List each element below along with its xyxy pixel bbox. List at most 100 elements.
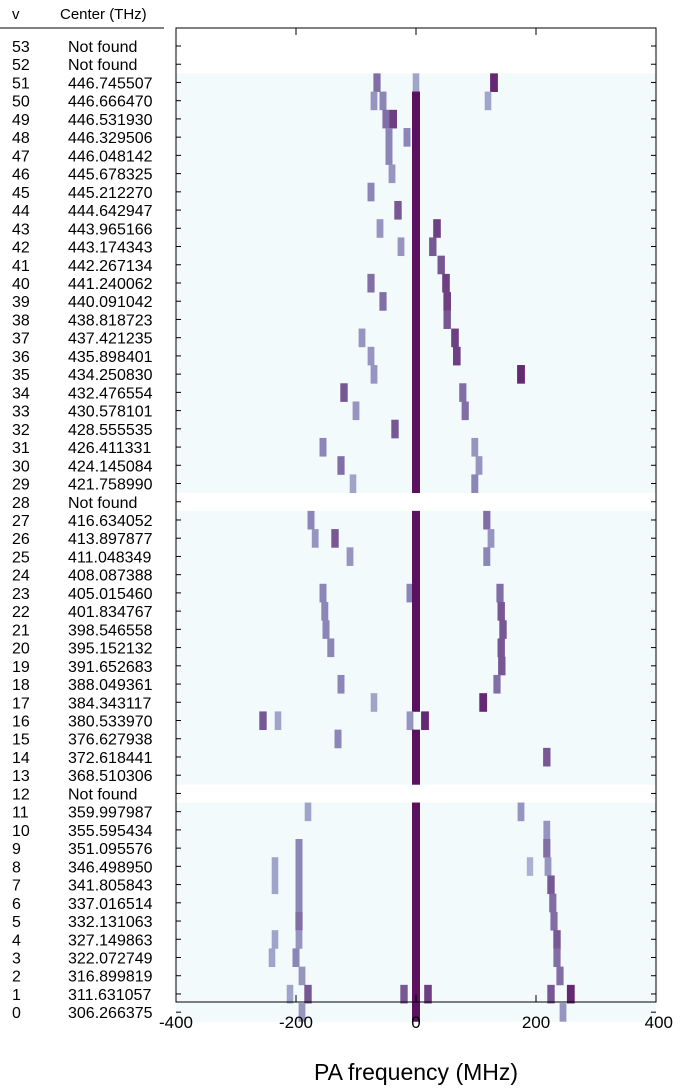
peak-mark [453,346,461,366]
peak-mark [295,911,303,931]
row-center-label: 428.555535 [68,422,153,439]
peak-mark [295,875,303,895]
peak-mark [550,911,558,931]
peak-mark [493,674,501,694]
row-v-label: 7 [12,878,21,895]
row-v-label: 9 [12,841,21,858]
row-v-label: 2 [12,969,21,986]
peak-mark [295,839,303,858]
peak-mark [412,346,420,366]
row-v-label: 51 [12,75,30,92]
row-v-label: 43 [12,221,30,238]
peak-mark [322,620,330,639]
row-center-label: 346.498950 [68,859,153,876]
peak-mark [483,547,491,566]
peak-mark [385,146,393,165]
row-center-label: 444.642947 [68,203,153,220]
peak-mark [295,893,303,913]
peak-mark [559,1003,567,1022]
row-center-label: 445.678325 [68,167,153,184]
peak-mark [412,638,420,658]
peak-mark [497,638,505,658]
peak-mark [271,930,279,949]
table-headers: v Center (THz) [12,6,147,23]
peak-mark [274,711,282,731]
row-center-label: 405.015460 [68,586,153,603]
row-center-label: 408.087388 [68,568,153,585]
row-v-label: 28 [12,495,30,512]
peak-mark [286,984,294,1004]
row-center-label: 430.578101 [68,404,153,421]
peak-mark [412,200,420,220]
peak-mark [319,437,327,457]
row-center-label: 322.072749 [68,951,153,968]
peak-mark [471,474,479,494]
peak-mark [412,91,420,111]
peak-mark [400,984,408,1004]
peak-mark [319,583,327,603]
peak-mark [412,365,420,384]
row-v-label: 5 [12,914,21,931]
row-v-label: 48 [12,130,30,147]
row-center-label: 435.898401 [68,349,153,366]
peak-mark [412,474,420,494]
peak-mark [295,857,303,876]
row-center-label: 355.595434 [68,823,153,840]
peak-mark [304,802,312,822]
plot-frame [175,27,657,1003]
row-center-label: 337.016514 [68,896,153,913]
peak-mark [499,620,507,639]
peak-mark [412,182,420,202]
row-v-label: 4 [12,932,21,949]
peak-mark [412,930,420,949]
peak-mark [412,529,420,548]
row-center-label: 437.421235 [68,331,153,348]
row-center-label: Not found [68,786,137,803]
row-center-label: 384.343117 [68,695,151,712]
row-center-label: Not found [68,57,137,74]
row-center-label: 426.411331 [68,440,151,457]
peak-mark [543,820,551,840]
x-tick-label: 400 [645,1013,673,1032]
peak-mark [327,638,335,658]
row-center-label: Not found [68,39,137,56]
row-center-label: 424.145084 [68,458,153,475]
peak-mark [370,693,378,712]
peak-mark [451,328,459,348]
row-center-label: 446.666470 [68,94,153,111]
row-center-label: 411.048349 [68,549,151,566]
x-tick-label: -400 [159,1013,193,1032]
row-v-label: 35 [12,367,30,384]
row-v-label: 41 [12,258,30,275]
row-center-label: 341.805843 [68,878,153,895]
row-v-label: 40 [12,276,30,293]
row-center-label: 446.745507 [68,75,153,92]
row-v-label: 3 [12,951,21,968]
peak-mark [412,802,420,822]
peak-mark [412,383,420,402]
peak-mark [479,693,488,712]
row-v-label: 23 [12,586,30,603]
row-v-label: 39 [12,294,30,311]
row-v-label: 45 [12,185,30,202]
peak-mark [442,273,450,293]
peak-mark [443,310,451,329]
row-center-label: 446.531930 [68,112,153,129]
row-center-label: 376.627938 [68,732,153,749]
row-v-label: 33 [12,404,30,421]
row-center-label: 445.212270 [68,185,153,202]
peak-mark [412,146,420,165]
row-v-label: 1 [12,987,21,1004]
peak-mark [412,255,420,275]
peak-mark [412,766,420,785]
row-v-label: 36 [12,349,30,366]
x-tick-label: 0 [411,1013,420,1032]
peak-mark [497,602,505,621]
row-center-label: 380.533970 [68,714,153,731]
peak-mark [412,656,420,676]
peak-mark [412,273,420,293]
row-v-label: 52 [12,57,30,74]
peak-mark [443,292,451,311]
peak-mark [412,984,420,1004]
